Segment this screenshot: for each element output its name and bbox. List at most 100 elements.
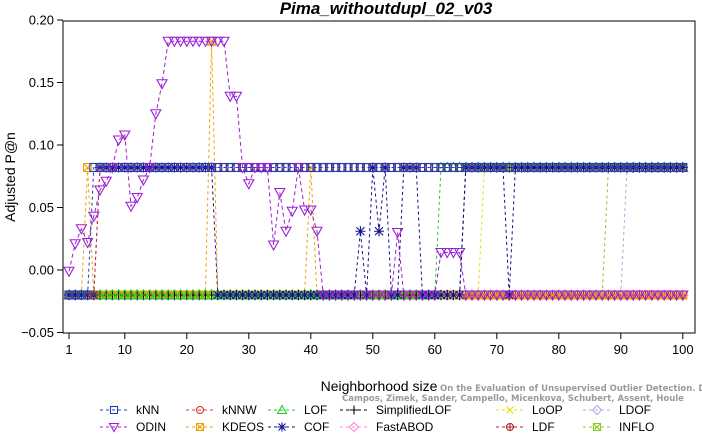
data-point xyxy=(386,162,396,173)
data-point xyxy=(368,162,378,173)
data-point xyxy=(231,290,242,300)
legend-label: LOF xyxy=(304,403,327,417)
data-point xyxy=(645,290,658,302)
data-point xyxy=(628,162,638,173)
data-point xyxy=(484,290,497,302)
legend-item-odin: ODIN xyxy=(100,420,166,434)
data-point xyxy=(70,290,80,300)
legend-item-lof: LOF xyxy=(268,403,327,417)
data-point xyxy=(169,162,179,173)
data-point xyxy=(436,290,446,300)
y-axis: −0.05 0.00 0.05 0.10 0.15 0.20 xyxy=(21,13,63,340)
data-point xyxy=(546,290,559,302)
data-point xyxy=(225,290,236,300)
data-point xyxy=(671,162,682,173)
data-point xyxy=(591,162,601,173)
y-tick-label: 0.00 xyxy=(29,263,54,278)
data-point xyxy=(490,290,503,302)
data-point xyxy=(112,288,125,300)
data-point xyxy=(243,290,254,300)
legend-label: SimplifiedLOF xyxy=(376,403,451,417)
legend-item-loop: LoOP xyxy=(496,403,563,417)
y-tick-label: −0.05 xyxy=(21,325,54,340)
data-point xyxy=(274,290,285,300)
legend-item-cof: COF xyxy=(268,420,329,434)
data-point xyxy=(498,162,508,173)
data-point xyxy=(162,36,175,48)
data-point xyxy=(393,162,403,173)
chart-title: Pima_withoutdupl_02_v03 xyxy=(280,0,493,18)
data-point xyxy=(583,290,596,302)
data-point xyxy=(343,290,353,300)
data-point xyxy=(417,162,427,173)
data-point xyxy=(188,162,198,173)
data-point xyxy=(255,162,268,174)
data-point xyxy=(510,162,521,173)
data-point xyxy=(366,290,379,302)
data-point xyxy=(219,290,229,300)
data-point xyxy=(442,290,453,300)
data-point xyxy=(205,36,218,48)
data-point xyxy=(677,162,688,173)
data-point xyxy=(306,162,316,173)
data-point xyxy=(262,290,273,300)
data-point xyxy=(200,162,211,173)
data-point xyxy=(379,290,392,302)
series-odin xyxy=(63,36,689,302)
data-point xyxy=(132,162,142,173)
data-point xyxy=(281,162,291,173)
legend-label: LDF xyxy=(532,420,555,434)
data-point xyxy=(343,162,353,173)
data-point xyxy=(120,162,130,173)
data-point xyxy=(553,162,564,173)
data-point xyxy=(436,162,446,173)
data-point xyxy=(207,162,217,173)
data-point xyxy=(504,290,515,300)
data-point xyxy=(199,288,212,300)
data-point xyxy=(87,211,100,223)
data-point xyxy=(658,290,671,302)
data-point xyxy=(311,226,323,238)
data-point xyxy=(422,290,435,302)
legend-marker xyxy=(195,405,205,415)
data-point xyxy=(516,162,527,173)
legend-marker xyxy=(108,422,120,433)
data-point xyxy=(665,162,675,173)
data-point xyxy=(193,36,206,48)
data-point xyxy=(305,290,316,300)
data-point xyxy=(100,288,113,300)
legend-marker xyxy=(195,422,205,432)
data-point xyxy=(641,162,651,173)
data-point xyxy=(424,162,434,173)
data-point xyxy=(355,162,365,173)
data-point xyxy=(181,162,192,173)
plot-frame xyxy=(62,20,696,334)
data-point xyxy=(150,162,161,173)
data-point xyxy=(360,290,373,302)
legend-marker xyxy=(505,422,515,432)
data-point xyxy=(547,162,558,173)
data-point xyxy=(380,162,390,173)
series-cof xyxy=(64,162,688,300)
data-point xyxy=(64,290,74,300)
data-point xyxy=(169,162,180,173)
legend-label: kNN xyxy=(136,403,159,417)
data-point xyxy=(367,162,378,173)
data-point xyxy=(281,290,291,300)
data-point xyxy=(312,290,322,300)
legend-item-ldf: LDF xyxy=(496,420,555,434)
data-point xyxy=(560,162,570,173)
data-point xyxy=(180,36,193,48)
data-point xyxy=(554,162,564,173)
data-point xyxy=(335,290,348,302)
data-point xyxy=(174,288,187,300)
data-point xyxy=(176,162,186,173)
y-tick-label: 0.15 xyxy=(29,75,54,90)
data-point xyxy=(200,162,210,173)
data-point xyxy=(362,162,372,173)
data-point xyxy=(517,162,527,173)
data-point xyxy=(131,192,144,204)
data-point xyxy=(118,288,131,300)
data-point xyxy=(162,288,175,300)
